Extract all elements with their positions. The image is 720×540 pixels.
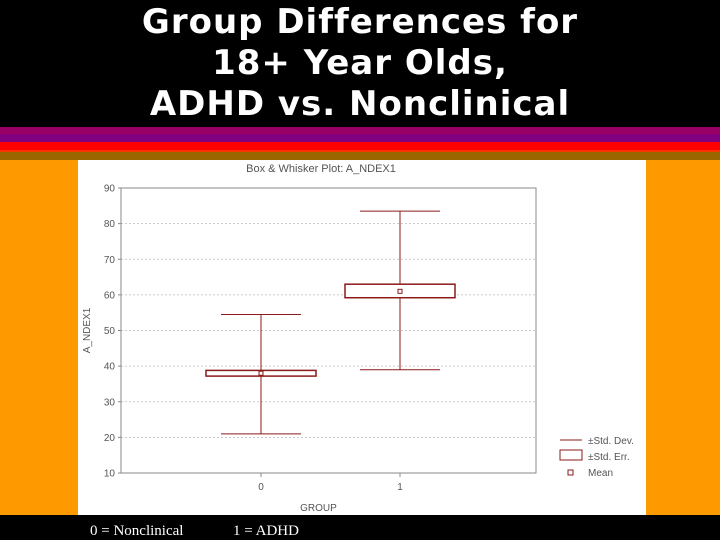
footer-group-0-label: 0 = Nonclinical xyxy=(90,523,184,539)
group-0-mean-marker xyxy=(258,370,264,376)
y-axis-label: A_NDEX1 xyxy=(82,307,93,353)
stripe-1 xyxy=(0,127,720,134)
y-tick-label-30: 30 xyxy=(104,397,116,408)
y-tick-label-40: 40 xyxy=(104,362,116,373)
title-line-3: ADHD vs. Nonclinical xyxy=(149,84,571,124)
group-1-mean-marker xyxy=(397,288,403,294)
y-tick-label-10: 10 xyxy=(104,469,116,480)
title-line-2: 18+ Year Olds, xyxy=(212,43,508,83)
stripe-2 xyxy=(0,134,720,142)
footer-group-1-label: 1 = ADHD xyxy=(233,523,299,539)
legend-se-symbol xyxy=(559,449,583,461)
box-whisker-chart: Box & Whisker Plot: A_NDEX11020304050607… xyxy=(82,163,634,514)
y-tick-label-80: 80 xyxy=(104,219,116,230)
legend-sd-label: ±Std. Dev. xyxy=(588,436,634,447)
x-axis-label: GROUP xyxy=(300,503,337,514)
chart-title: Box & Whisker Plot: A_NDEX1 xyxy=(246,163,396,175)
y-tick-label-60: 60 xyxy=(104,290,116,301)
legend-mean-label: Mean xyxy=(588,468,613,479)
y-tick-label-20: 20 xyxy=(104,433,116,444)
y-tick-label-90: 90 xyxy=(104,184,116,195)
chart-panel xyxy=(78,160,646,515)
x-tick-label-1: 1 xyxy=(397,482,403,493)
slide-title: Group Differences for 18+ Year Olds, ADH… xyxy=(0,2,720,125)
plot-frame xyxy=(120,187,537,474)
legend-mean-symbol xyxy=(567,469,574,476)
title-line-1: Group Differences for xyxy=(141,2,579,42)
stripe-3 xyxy=(0,142,720,150)
y-tick-label-50: 50 xyxy=(104,326,116,337)
x-tick-label-0: 0 xyxy=(258,482,264,493)
legend-se-label: ±Std. Err. xyxy=(588,452,630,463)
stripe-5 xyxy=(0,152,720,160)
stripe-4 xyxy=(0,150,720,152)
y-tick-label-70: 70 xyxy=(104,255,116,266)
